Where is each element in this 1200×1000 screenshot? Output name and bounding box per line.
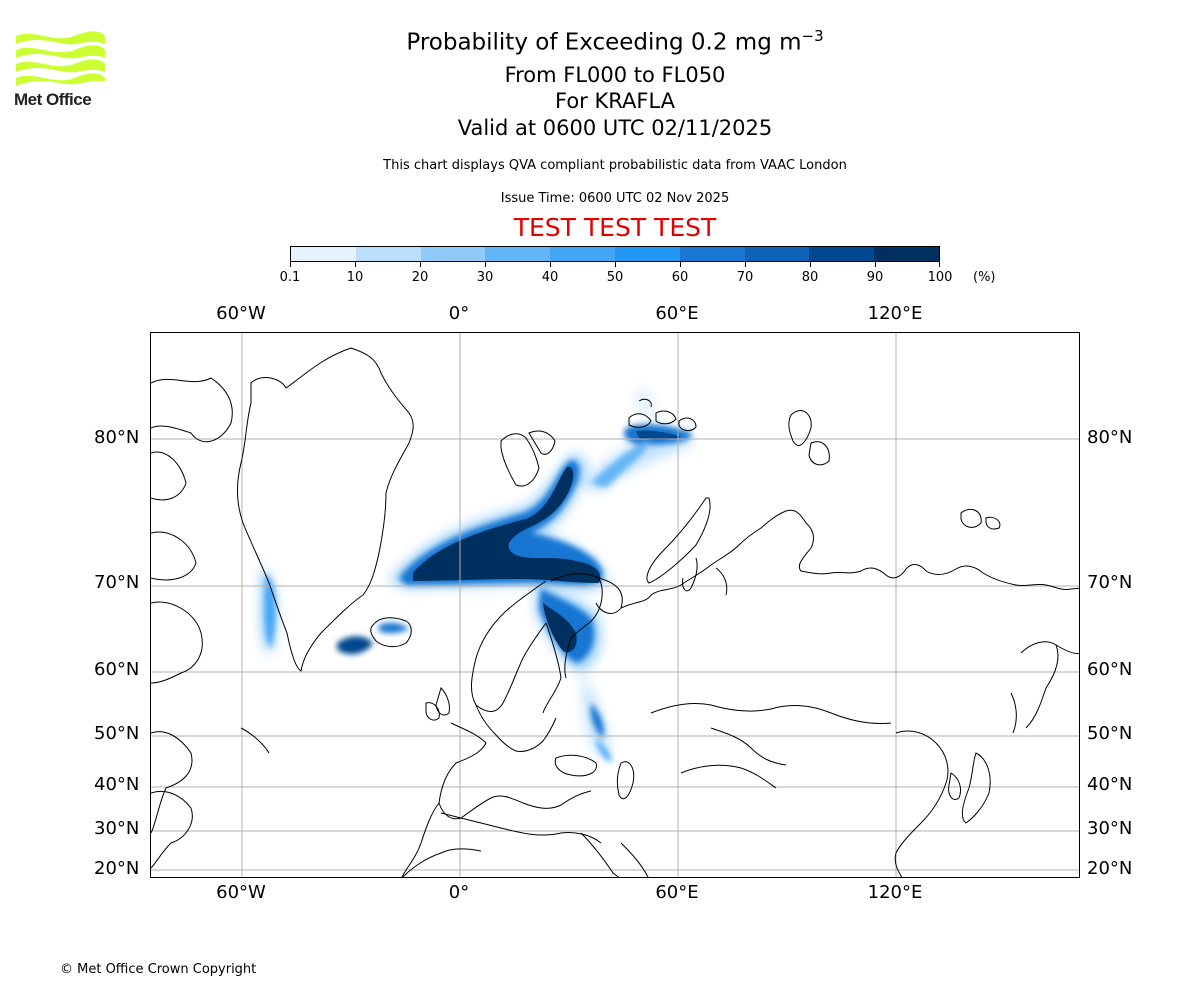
colorbar-label: 50 — [606, 270, 624, 285]
chart-description: This chart displays QVA compliant probab… — [383, 158, 847, 173]
copyright-notice: © Met Office Crown Copyright — [60, 962, 257, 977]
flight-level-range: From FL000 to FL050 — [504, 63, 726, 87]
test-banner: TEST TEST TEST — [513, 213, 717, 242]
colorbar-tick — [680, 262, 681, 267]
colorbar-bin-4 — [550, 247, 615, 261]
lat-label-right: 80°N — [1087, 427, 1133, 448]
lat-label-left: 20°N — [94, 858, 140, 879]
colorbar-label: 80 — [801, 270, 819, 285]
colorbar-bin-2 — [420, 247, 486, 261]
lat-label-left: 30°N — [94, 818, 140, 839]
map-panel[interactable] — [150, 332, 1080, 878]
colorbar-tick — [550, 262, 551, 267]
volcano-name: For KRAFLA — [555, 89, 675, 113]
lon-label-top: 120°E — [867, 303, 923, 324]
colorbar-tick — [290, 262, 291, 267]
colorbar-label: 90 — [866, 270, 884, 285]
colorbar-tick — [939, 262, 940, 267]
colorbar-label: 0.1 — [279, 270, 301, 285]
lat-label-left: 80°N — [94, 427, 140, 448]
lon-label-bottom: 60°E — [655, 882, 699, 903]
lat-label-right: 20°N — [1087, 858, 1133, 879]
colorbar-bin-7 — [744, 247, 810, 261]
colorbar-tick — [485, 262, 486, 267]
greenland-outline — [237, 347, 414, 672]
colorbar-label: 100 — [927, 270, 953, 285]
lat-label-right: 70°N — [1087, 572, 1133, 593]
valid-time: Valid at 0600 UTC 02/11/2025 — [457, 116, 773, 140]
colorbar-bin-9 — [874, 247, 939, 261]
lat-label-right: 60°N — [1087, 659, 1133, 680]
colorbar-bin-3 — [485, 247, 551, 261]
title-text: Probability of Exceeding 0.2 mg m — [406, 29, 802, 56]
lat-label-right: 30°N — [1087, 818, 1133, 839]
colorbar — [290, 246, 940, 262]
russia-arctic-coast — [620, 509, 1079, 609]
colorbar-tick — [810, 262, 811, 267]
colorbar-tick — [355, 262, 356, 267]
lon-label-bottom: 60°W — [216, 882, 266, 903]
colorbar-tick — [420, 262, 421, 267]
lon-label-bottom: 0° — [448, 882, 470, 903]
chart-title: Probability of Exceeding 0.2 mg m−3 — [0, 27, 1200, 56]
lon-label-top: 60°E — [655, 303, 699, 324]
met-office-waves-icon — [16, 31, 105, 86]
colorbar-label: 10 — [346, 270, 364, 285]
lat-label-right: 50°N — [1087, 723, 1133, 744]
colorbar-label: 60 — [671, 270, 689, 285]
lon-label-top: 60°W — [216, 303, 266, 324]
lat-label-right: 40°N — [1087, 774, 1133, 795]
iceland-outline — [370, 617, 412, 648]
colorbar-label: 20 — [411, 270, 429, 285]
colorbar-unit: (%) — [973, 270, 996, 285]
europe-outline — [438, 722, 592, 820]
scandinavia-outline — [471, 580, 547, 712]
lat-label-left: 70°N — [94, 572, 140, 593]
map-canvas — [151, 333, 1079, 877]
lat-label-left: 50°N — [94, 723, 140, 744]
logo-text: Met Office — [14, 90, 92, 109]
colorbar-bin-1 — [355, 247, 421, 261]
lat-label-left: 40°N — [94, 774, 140, 795]
colorbar-bin-0 — [291, 247, 356, 261]
lat-label-left: 60°N — [94, 659, 140, 680]
title-superscript: −3 — [801, 27, 824, 45]
issue-time: Issue Time: 0600 UTC 02 Nov 2025 — [500, 191, 730, 206]
svalbard-outline — [500, 433, 540, 487]
novaya-zemlya-outline — [646, 497, 711, 584]
coastlines — [151, 347, 1079, 877]
colorbar-label: 70 — [736, 270, 754, 285]
lon-label-top: 0° — [448, 303, 470, 324]
colorbar-tick — [615, 262, 616, 267]
colorbar-label: 30 — [476, 270, 494, 285]
colorbar-tick — [745, 262, 746, 267]
colorbar-label: 40 — [541, 270, 559, 285]
met-office-logo: Met Office — [14, 30, 106, 112]
colorbar-bin-8 — [809, 247, 875, 261]
lon-label-bottom: 120°E — [867, 882, 923, 903]
colorbar-bin-6 — [679, 247, 745, 261]
colorbar-tick — [875, 262, 876, 267]
colorbar-bin-5 — [614, 247, 680, 261]
